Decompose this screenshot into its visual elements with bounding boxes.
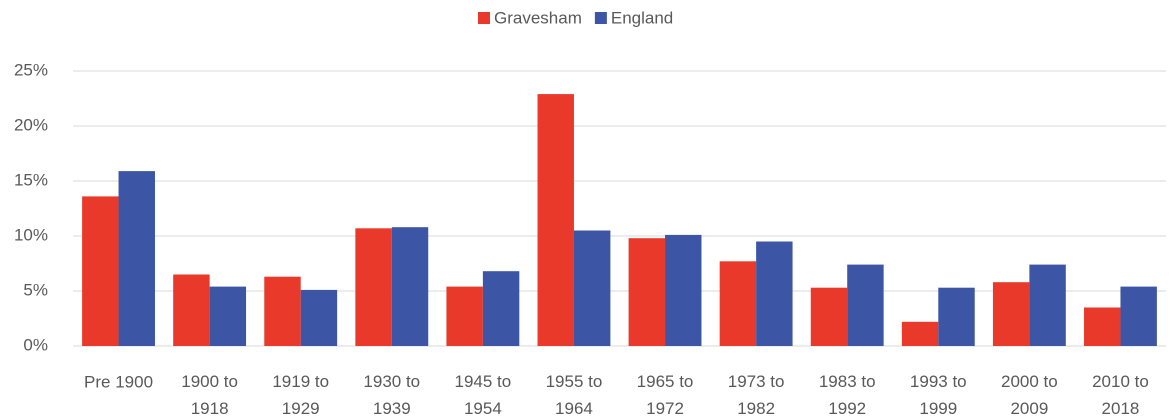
- bar: [173, 274, 210, 346]
- x-tick-label: 2000 to 2009: [1001, 372, 1058, 418]
- x-tick-label: 2010 to 2018: [1092, 372, 1149, 418]
- bar: [810, 287, 848, 346]
- x-tick-label: 1993 to 1999: [910, 372, 967, 418]
- bar: [209, 286, 247, 346]
- x-tick-label: 1900 to 1918: [181, 372, 238, 418]
- y-tick-label: 10%: [14, 225, 48, 244]
- bar: [1084, 307, 1121, 346]
- bar: [355, 228, 392, 346]
- x-tick-label: 1945 to 1954: [455, 372, 512, 418]
- x-tick-label: 1955 to 1964: [546, 372, 603, 418]
- y-tick-label: 0%: [23, 335, 48, 354]
- bar: [665, 234, 702, 346]
- bar: [391, 227, 429, 346]
- bar: [300, 289, 338, 346]
- y-tick-label: 20%: [14, 115, 48, 134]
- bar: [756, 241, 793, 346]
- legend-label: Gravesham: [494, 8, 582, 27]
- bar: [573, 230, 611, 346]
- x-tick-label: 1973 to 1982: [728, 372, 785, 418]
- legend-label: England: [611, 8, 673, 27]
- y-tick-label: 15%: [14, 170, 48, 189]
- bar: [992, 282, 1030, 346]
- bar: [1029, 264, 1066, 346]
- bar: [938, 287, 975, 346]
- bar: [82, 196, 119, 346]
- bar: [628, 238, 666, 346]
- legend-swatch: [478, 12, 490, 24]
- x-tick-label: 1983 to 1992: [819, 372, 876, 418]
- x-tick-label: Pre 1900: [84, 372, 153, 391]
- x-tick-label: 1919 to 1929: [272, 372, 329, 418]
- bar: [118, 171, 155, 346]
- bar: [482, 271, 520, 346]
- y-tick-label: 5%: [23, 280, 48, 299]
- bar: [901, 321, 939, 346]
- legend-swatch: [594, 12, 607, 24]
- bar: [537, 94, 574, 346]
- bar: [1120, 286, 1157, 346]
- bar: [719, 261, 757, 346]
- bar: [446, 286, 483, 346]
- bar: [847, 264, 884, 346]
- bar: [264, 276, 301, 346]
- x-tick-label: 1930 to 1939: [363, 372, 420, 418]
- x-tick-label: 1965 to 1972: [637, 372, 694, 418]
- y-tick-label: 25%: [14, 60, 48, 79]
